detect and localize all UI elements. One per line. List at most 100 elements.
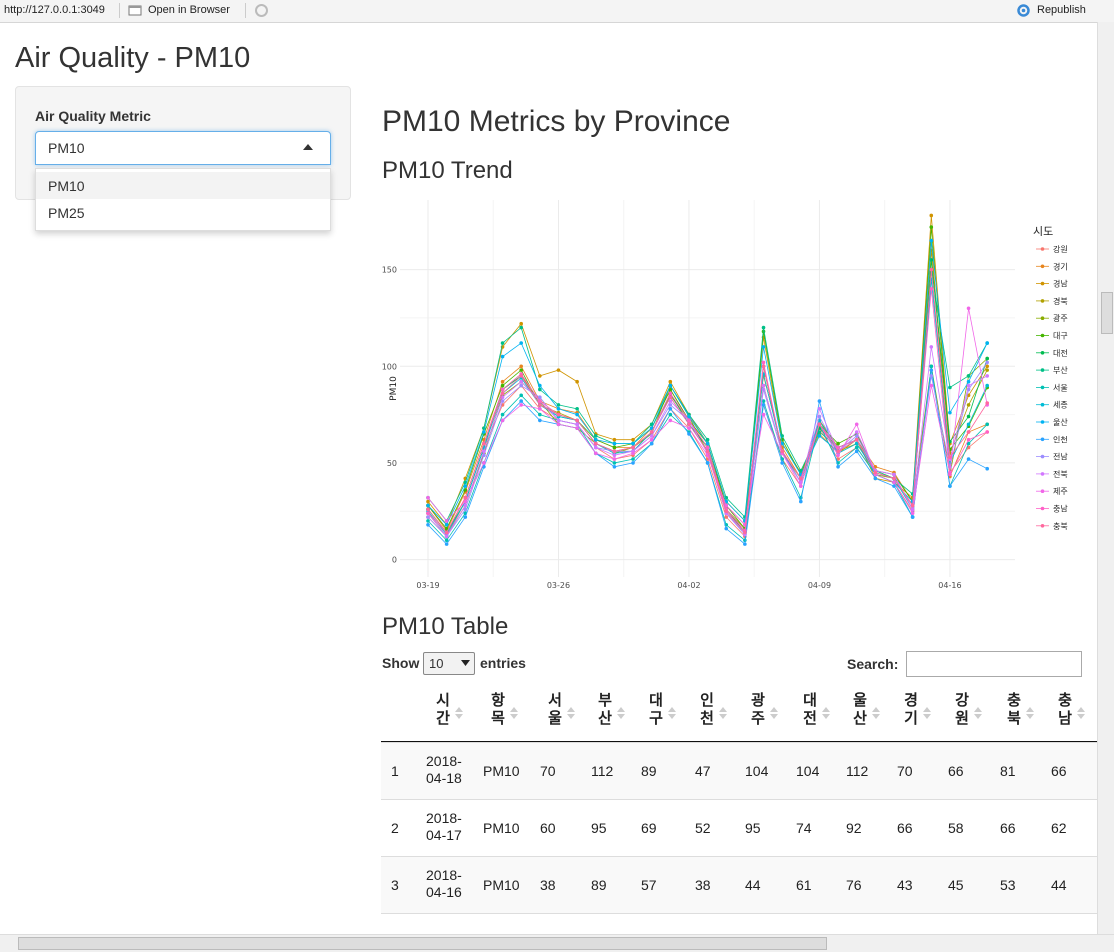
column-header[interactable]: 인천: [700, 692, 714, 727]
data-point: [985, 368, 989, 372]
data-point: [985, 401, 989, 405]
data-point: [929, 345, 934, 349]
data-point: [463, 507, 468, 512]
data-point: [668, 383, 673, 388]
data-point: [687, 422, 691, 427]
table-cell: 61: [796, 877, 812, 893]
option[interactable]: PM25: [36, 199, 330, 226]
data-point: [836, 465, 840, 469]
data-point: [538, 403, 542, 407]
data-point: [985, 383, 989, 388]
y-tick-label: 50: [387, 459, 397, 468]
data-point: [966, 379, 971, 384]
data-point: [761, 399, 766, 403]
data-point: [817, 434, 822, 438]
column-header[interactable]: 충북: [1007, 692, 1021, 727]
length-select[interactable]: 10: [423, 652, 475, 675]
data-point: [593, 437, 598, 442]
data-point: [538, 407, 542, 411]
open-in-browser[interactable]: Open in Browser: [148, 4, 230, 16]
data-point: [519, 364, 523, 369]
legend-label: 부산: [1053, 365, 1068, 375]
column-header[interactable]: 대구: [649, 692, 663, 727]
data-point: [780, 441, 784, 446]
data-point: [463, 503, 468, 508]
data-point: [631, 461, 635, 465]
data-point: [799, 499, 803, 504]
data-point: [892, 484, 896, 488]
data-point: [463, 499, 468, 504]
table-cell: 2: [391, 820, 399, 836]
data-point: [761, 383, 766, 388]
table-cell: 44: [1051, 877, 1067, 893]
data-point: [444, 526, 449, 531]
table-cell: 2018-04-17: [426, 810, 462, 843]
data-point: [519, 325, 523, 330]
data-point: [556, 368, 561, 372]
header-border: [381, 741, 1097, 742]
data-point: [929, 225, 934, 229]
data-point: [444, 534, 449, 539]
data-point: [761, 364, 766, 369]
column-header[interactable]: 강원: [955, 692, 969, 727]
data-point: [668, 379, 673, 384]
table-cell: PM10: [483, 820, 520, 836]
column-header[interactable]: 충남: [1058, 692, 1072, 727]
data-point: [519, 374, 523, 378]
data-point: [538, 387, 542, 392]
republish-icon[interactable]: [1015, 3, 1032, 18]
refresh-icon[interactable]: [254, 3, 269, 18]
legend-key-point: [1040, 454, 1045, 459]
data-point: [836, 445, 840, 450]
option[interactable]: PM10: [36, 172, 330, 199]
data-point: [836, 457, 840, 461]
data-point: [519, 321, 523, 326]
sort-icon: [1077, 706, 1085, 720]
legend-key-point: [1040, 402, 1045, 407]
republish[interactable]: Republish: [1037, 4, 1086, 16]
table-cell: 43: [897, 877, 913, 893]
data-point: [612, 445, 617, 450]
data-point: [482, 449, 486, 454]
table-cell: 92: [846, 820, 862, 836]
column-header[interactable]: 항목: [491, 692, 505, 727]
data-point: [649, 437, 654, 442]
table-cell: 95: [745, 820, 761, 836]
column-header[interactable]: 광주: [751, 692, 765, 727]
column-header[interactable]: 대전: [803, 692, 817, 727]
data-point: [519, 403, 523, 407]
column-header[interactable]: 울산: [853, 692, 867, 727]
data-point: [854, 445, 859, 450]
table-cell: 60: [540, 820, 556, 836]
trend-chart: 0 50 100 150 03-19 03-26 04-02 04-09 04-16 PM10 시도…: [382, 200, 1068, 590]
data-point: [631, 445, 635, 450]
table-cell: 44: [745, 877, 761, 893]
scroll-thumb[interactable]: [18, 937, 827, 950]
data-point: [612, 461, 617, 465]
main-heading: PM10 Metrics by Province: [382, 105, 731, 138]
horizontal-scrollbar[interactable]: [0, 934, 1114, 952]
data-point: [985, 422, 989, 427]
column-header[interactable]: 경기: [904, 692, 918, 727]
data-point: [929, 374, 934, 378]
data-point: [705, 445, 710, 450]
scroll-thumb[interactable]: [1101, 292, 1113, 334]
search-input[interactable]: [906, 651, 1082, 677]
legend-key-point: [1040, 385, 1045, 390]
data-point: [705, 461, 710, 465]
column-header[interactable]: 시간: [436, 692, 450, 727]
table-cell: 66: [1000, 820, 1016, 836]
column-header[interactable]: 부산: [598, 692, 612, 727]
data-point: [482, 465, 486, 469]
column-header[interactable]: 서울: [548, 692, 562, 727]
data-point: [966, 414, 971, 419]
app-title: Air Quality - PM10: [15, 42, 251, 74]
legend-key-point: [1040, 506, 1045, 511]
legend-key-point: [1040, 264, 1045, 269]
metric-select[interactable]: PM10: [35, 131, 331, 165]
data-point: [705, 437, 710, 442]
data-point: [966, 437, 971, 442]
vertical-scrollbar[interactable]: [1097, 22, 1114, 934]
data-point: [612, 453, 617, 458]
data-point: [854, 441, 859, 446]
